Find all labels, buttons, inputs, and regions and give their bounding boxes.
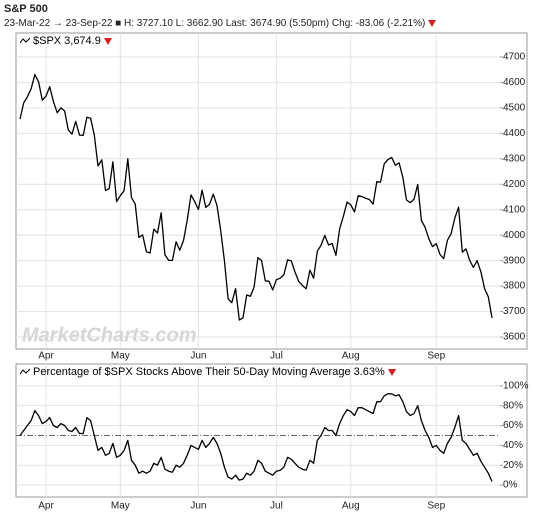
- y-tick-label: 0%: [503, 480, 518, 491]
- series-line: [19, 393, 493, 482]
- y-tick-label: 4600: [503, 77, 526, 88]
- legend: Percentage of $SPX Stocks Above Their 50…: [20, 366, 396, 378]
- y-tick-label: 4100: [503, 204, 526, 215]
- x-tick-label: May: [111, 351, 130, 362]
- legend-label: Percentage of $SPX Stocks Above Their 50…: [33, 366, 351, 378]
- x-tick-label: May: [111, 501, 130, 512]
- y-tick-label: 3900: [503, 255, 526, 266]
- title: S&P 500: [4, 3, 48, 15]
- subtitle: 23-Mar-22 → 23-Sep-22 ■ H: 3727.10 L: 36…: [4, 18, 426, 29]
- mark-layer: [19, 73, 493, 482]
- y-tick-label: 4500: [503, 103, 526, 114]
- down-icon: [428, 20, 437, 27]
- down-icon: [387, 368, 396, 376]
- subtitle-row: 23-Mar-22 → 23-Sep-22 ■ H: 3727.10 L: 36…: [4, 18, 437, 29]
- y-tick-label: 100%: [503, 380, 529, 391]
- y-tick-label: 80%: [503, 400, 523, 411]
- line-icon: [20, 368, 30, 375]
- y-tick-label: 60%: [503, 420, 523, 431]
- legend-value: 3.63%: [353, 366, 385, 378]
- line-icon: [20, 37, 30, 44]
- down-icon: [103, 37, 112, 45]
- y-tick-label: 3600: [503, 332, 526, 343]
- y-tick-label: 4700: [503, 52, 526, 63]
- x-tick-label: Aug: [342, 501, 360, 512]
- y-tick-label: 20%: [503, 460, 523, 471]
- legend-label: $SPX: [33, 35, 62, 47]
- legend: $SPX 3,674.9: [20, 35, 112, 47]
- x-tick-label: Jul: [270, 351, 283, 362]
- x-tick-label: Apr: [38, 351, 54, 362]
- legend-value: 3,674.9: [64, 35, 101, 47]
- y-tick-label: 3700: [503, 306, 526, 317]
- grid-layer: MarketCharts.com: [16, 33, 500, 497]
- panel-frame: [15, 32, 528, 350]
- y-tick-label: 4000: [503, 230, 526, 241]
- y-tick-label: 3800: [503, 281, 526, 292]
- x-tick-label: Sep: [427, 351, 445, 362]
- x-tick-label: Jun: [190, 501, 206, 512]
- watermark: MarketCharts.com: [22, 324, 197, 346]
- x-tick-label: Sep: [427, 501, 445, 512]
- y-tick-label: 4200: [503, 179, 526, 190]
- y-tick-label: 4300: [503, 153, 526, 164]
- y-tick-label: 40%: [503, 440, 523, 451]
- x-tick-label: Jul: [270, 501, 283, 512]
- y-tick-label: 4400: [503, 128, 526, 139]
- series-line: [19, 73, 493, 321]
- x-tick-label: Apr: [38, 501, 54, 512]
- x-tick-label: Jun: [190, 351, 206, 362]
- x-tick-label: Aug: [342, 351, 360, 362]
